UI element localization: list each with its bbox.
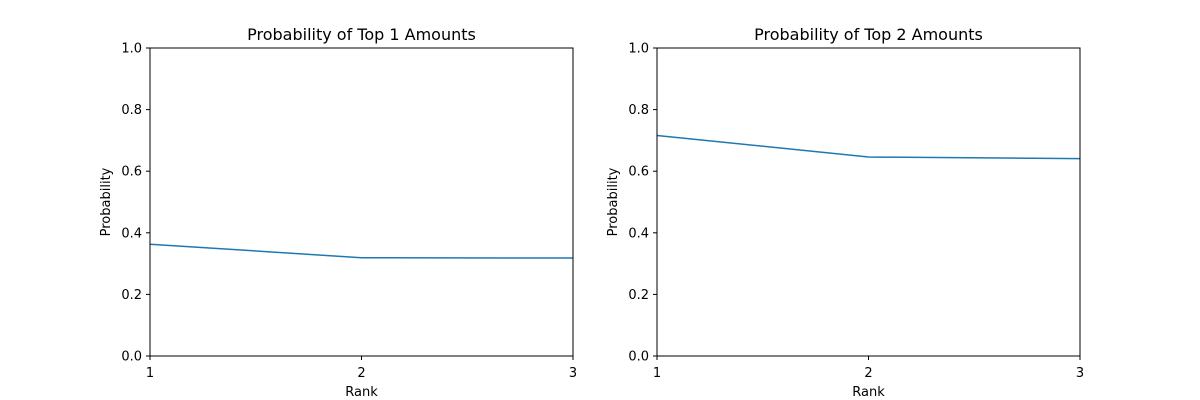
x-ticks-top1: 1 2 3 (146, 356, 577, 381)
y-tick-label-top1-0: 0.0 (121, 350, 142, 365)
y-ticks-top1: 0.0 0.2 0.4 0.6 0.8 1.0 (121, 42, 150, 365)
x-tick-label-top2-0: 1 (653, 366, 661, 381)
plot-area-top2 (657, 48, 1080, 356)
y-axis-label-top2: Probability (606, 167, 621, 236)
chart-top2: Probability of Top 2 Amounts Rank Probab… (606, 25, 1084, 400)
x-tick-label-top1-0: 1 (146, 366, 154, 381)
plot-frame-top1 (149, 47, 574, 357)
chart-top1: Probability of Top 1 Amounts Rank Probab… (99, 25, 577, 400)
y-axis-label-top1: Probability (99, 167, 114, 236)
x-axis-label-top1: Rank (345, 385, 378, 400)
y-tick-label-top2-0: 0.0 (628, 350, 649, 365)
x-tick-label-top1-1: 2 (357, 366, 365, 381)
y-tick-label-top2-2: 0.4 (628, 226, 649, 241)
y-tick-label-top2-5: 1.0 (628, 42, 649, 57)
plot-frame-top2 (656, 47, 1081, 357)
x-tick-label-top2-1: 2 (864, 366, 872, 381)
chart-title-top2: Probability of Top 2 Amounts (754, 25, 983, 44)
y-tick-label-top1-2: 0.4 (121, 226, 142, 241)
y-tick-label-top1-1: 0.2 (121, 288, 142, 303)
y-ticks-top2: 0.0 0.2 0.4 0.6 0.8 1.0 (628, 42, 657, 365)
x-tick-label-top2-2: 3 (1076, 366, 1084, 381)
y-tick-label-top2-1: 0.2 (628, 288, 649, 303)
chart-title-top1: Probability of Top 1 Amounts (247, 25, 476, 44)
y-tick-label-top1-5: 1.0 (121, 42, 142, 57)
y-tick-label-top2-4: 0.8 (628, 103, 649, 118)
y-tick-label-top1-3: 0.6 (121, 165, 142, 180)
series-line-top1 (149, 243, 574, 259)
y-tick-label-top2-3: 0.6 (628, 165, 649, 180)
x-axis-label-top2: Rank (852, 385, 885, 400)
x-ticks-top2: 1 2 3 (653, 356, 1084, 381)
plot-area-top1 (150, 48, 573, 356)
y-tick-label-top1-4: 0.8 (121, 103, 142, 118)
x-tick-label-top1-2: 3 (569, 366, 577, 381)
series-line-top2 (656, 134, 1081, 160)
